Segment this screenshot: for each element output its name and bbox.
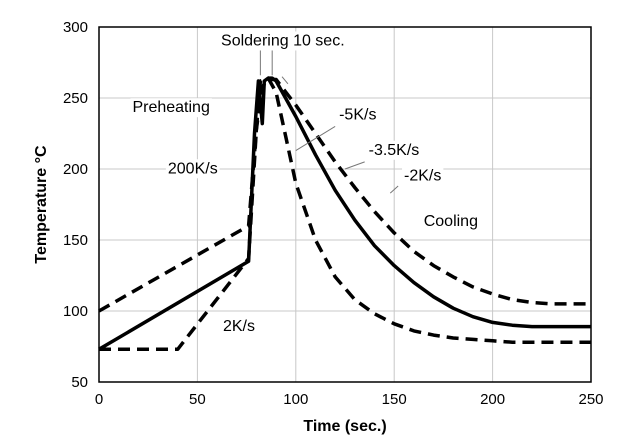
annotation-bg-5 (402, 166, 444, 186)
y-tick-label-150: 150 (63, 232, 88, 249)
annotation-text-6: Cooling (424, 213, 478, 230)
annotation-bg-2 (165, 159, 220, 179)
annotation-bg-3 (337, 105, 379, 125)
leader-line-5 (389, 185, 399, 194)
annotation-bg-7 (220, 316, 257, 336)
y-tick-label-50: 50 (71, 374, 88, 391)
leader-line-3 (295, 125, 336, 151)
annotation-7: 2K/s (220, 316, 257, 336)
data-curves (98, 76, 591, 352)
annotation-6: Cooling (421, 211, 480, 231)
annotations: Soldering 10 sec. Preheating 200K/s -5K/s -3… (130, 31, 480, 336)
x-tick-label-100: 100 (283, 391, 308, 408)
x-tick-label-150: 150 (382, 391, 407, 408)
annotation-4: -3.5K/s (366, 140, 422, 160)
annotation-text-1: Preheating (132, 99, 209, 116)
leader-line-4 (344, 161, 365, 170)
y-tick-label-300: 300 (63, 19, 88, 36)
annotation-bg-6 (421, 211, 480, 231)
annotation-0: Soldering 10 sec. (219, 31, 347, 51)
x-axis-title: Time (sec.) (303, 418, 386, 435)
annotation-2: 200K/s (165, 159, 220, 179)
plot-frame (98, 26, 592, 383)
annotation-bg-4 (366, 140, 422, 160)
y-axis-title: Temperature °C (33, 145, 50, 264)
annotation-text-5: -2K/s (404, 167, 441, 184)
annotation-text-2: 200K/s (168, 160, 218, 177)
x-tick-label-0: 0 (95, 391, 103, 408)
annotation-text-0: Soldering 10 sec. (221, 32, 345, 49)
x-tick-label-250: 250 (578, 391, 603, 408)
x-tick-label-200: 200 (480, 391, 505, 408)
x-tick-label-50: 50 (189, 391, 206, 408)
y-tick-label-100: 100 (63, 303, 88, 320)
annotation-bg-0 (219, 31, 347, 51)
leader-line-2 (281, 76, 289, 85)
y-tick-label-200: 200 (63, 161, 88, 178)
annotation-leaders (259, 49, 399, 194)
annotation-3: -5K/s (337, 105, 379, 125)
annotation-1: Preheating (130, 98, 212, 118)
tick-labels: 0 50 100 150 200 250 50 100 150 200 250 300 (63, 19, 604, 408)
y-tick-label-250: 250 (63, 90, 88, 107)
annotation-bg-1 (130, 98, 212, 118)
annotation-text-3: -5K/s (339, 106, 376, 123)
annotation-text-7: 2K/s (223, 318, 255, 335)
series-line-middle-solid (98, 76, 591, 351)
annotation-text-4: -3.5K/s (369, 142, 420, 159)
annotation-5: -2K/s (402, 166, 444, 186)
